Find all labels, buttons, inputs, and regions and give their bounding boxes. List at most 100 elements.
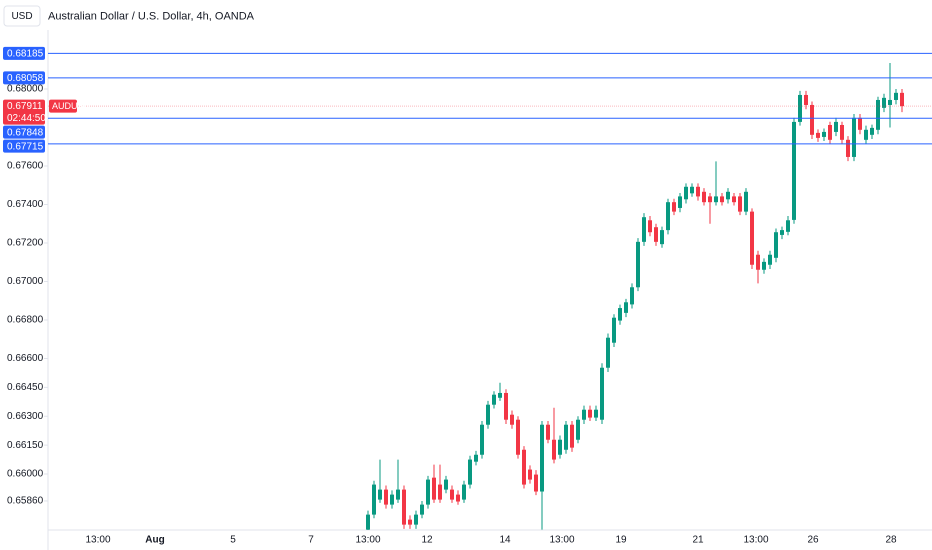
candle-body (702, 191, 706, 203)
candle-body (552, 439, 556, 460)
candle-body (816, 132, 820, 138)
candle-body (378, 489, 382, 500)
x-tick-label: 13:00 (85, 535, 110, 546)
candle-body (810, 104, 814, 135)
line-price-label-bg (3, 46, 45, 60)
candle-body (708, 196, 712, 203)
candle-body (738, 196, 742, 212)
candle-body (846, 139, 850, 157)
candle-body (834, 121, 838, 132)
x-tick-label: 12 (421, 535, 433, 546)
candle-body (876, 99, 880, 130)
candle-body (840, 124, 844, 140)
line-price-label: 0.67715 (7, 141, 44, 152)
line-price-label: 0.67848 (7, 127, 44, 138)
candle-body (678, 196, 682, 208)
candle-body (720, 196, 724, 203)
candle-body (594, 409, 598, 418)
candle-body (828, 124, 832, 140)
candle-body (420, 504, 424, 515)
candle-body (546, 424, 550, 440)
candle-body (516, 419, 520, 455)
candle-body (534, 474, 538, 492)
candle-body (456, 494, 460, 502)
candle-body (744, 191, 748, 212)
candle-body (588, 409, 592, 418)
symbol-label: AUDUSD (52, 101, 91, 111)
x-tick-label: 19 (615, 535, 627, 546)
line-price-label: 0.68185 (7, 49, 44, 60)
x-tick-label: 7 (308, 535, 314, 546)
candle-body (624, 302, 628, 313)
y-tick-label: 0.68000 (7, 84, 44, 95)
line-price-label-bg (3, 139, 45, 153)
candle-body (540, 424, 544, 492)
x-tick-label: 13:00 (549, 535, 574, 546)
x-tick-label: 26 (807, 535, 819, 546)
candle-body (822, 131, 826, 137)
candle-body (780, 230, 784, 235)
y-tick-label: 0.67000 (7, 276, 44, 287)
candle-body (528, 469, 532, 480)
last-price-label: 0.67911 (7, 101, 43, 112)
candle-body (894, 92, 898, 100)
line-price-label-bg (3, 125, 45, 139)
y-tick-label: 0.66800 (7, 315, 44, 326)
candle-body (726, 191, 730, 200)
candle-body (882, 97, 886, 108)
y-tick-label: 0.66150 (7, 440, 44, 451)
candle-body (558, 439, 562, 455)
candle-body (486, 404, 490, 425)
candle-body (756, 254, 760, 270)
candle-body (852, 117, 856, 157)
candle-body (804, 94, 808, 105)
candle-body (696, 186, 700, 197)
x-tick-label: Aug (145, 535, 164, 546)
candle-body (636, 241, 640, 288)
candle-body (612, 317, 616, 343)
candle-body (582, 409, 586, 420)
candle-body (732, 196, 736, 203)
y-tick-label: 0.66300 (7, 411, 44, 422)
candle-body (366, 514, 370, 530)
candle-body (630, 287, 634, 305)
candle-body (426, 479, 430, 505)
y-tick-label: 0.66000 (7, 469, 44, 480)
candle-body (642, 217, 646, 242)
candle-body (684, 186, 688, 200)
y-tick-label: 0.67200 (7, 238, 44, 249)
candle-body (618, 308, 622, 321)
candle-body (564, 424, 568, 450)
candle-body (672, 202, 676, 212)
candle-body (462, 484, 466, 500)
y-tick-label: 0.65860 (7, 496, 44, 507)
candle-body (408, 519, 412, 525)
candle-body (858, 117, 862, 130)
candle-body (798, 94, 802, 122)
candle-body (750, 211, 754, 265)
x-tick-label: 13:00 (743, 535, 768, 546)
candle-body (480, 424, 484, 455)
x-tick-label: 13:00 (355, 535, 380, 546)
chart-title: Australian Dollar / U.S. Dollar, 4h, OAN… (48, 10, 255, 22)
countdown: 02:44:50 (7, 113, 46, 124)
candle-body (450, 489, 454, 500)
candle-body (690, 186, 694, 194)
candle-body (474, 454, 478, 462)
candle-body (888, 99, 892, 105)
candle-body (510, 414, 514, 425)
candle-body (372, 484, 376, 515)
y-tick-label: 0.67400 (7, 199, 44, 210)
candle-body (384, 489, 388, 505)
last-price-label-bg (3, 99, 45, 125)
candle-body (498, 392, 502, 398)
candle-body (606, 337, 610, 368)
plot-area (366, 63, 904, 530)
line-price-label-bg (3, 71, 45, 85)
candle-body (900, 92, 904, 107)
currency-button[interactable] (3, 5, 41, 27)
x-tick-label: 28 (885, 535, 897, 546)
candle-body (774, 232, 778, 258)
